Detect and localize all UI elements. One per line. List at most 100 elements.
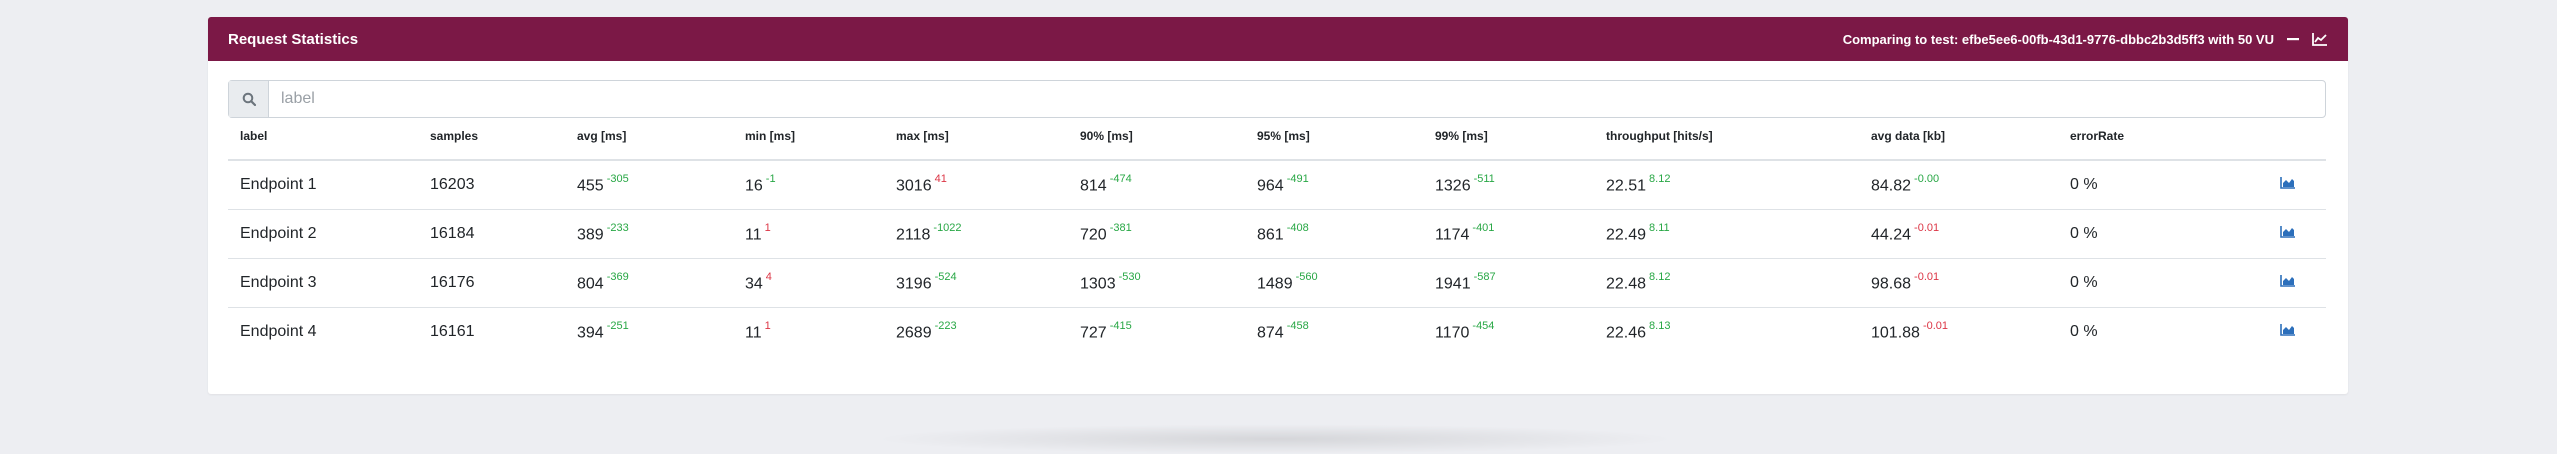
- cell-avg: 394 -251: [565, 308, 733, 357]
- diff-badge: -1022: [933, 221, 962, 234]
- column-header[interactable]: throughput [hits/s]: [1594, 129, 1859, 161]
- value: 1174: [1435, 226, 1470, 244]
- diff-badge: -251: [606, 319, 629, 332]
- diff-badge: -454: [1472, 319, 1495, 332]
- search-icon[interactable]: [229, 81, 269, 117]
- diff-badge: -491: [1286, 172, 1309, 185]
- cell-max: 2118 -1022: [884, 209, 1068, 259]
- cell-max: 3196 -524: [884, 258, 1068, 308]
- table-row: Endpoint 2 16184 389 -233 11 1 2118 -1022 7…: [228, 209, 2326, 259]
- area-chart-icon[interactable]: [2280, 323, 2296, 336]
- column-header[interactable]: avg [ms]: [565, 129, 733, 161]
- cell-min: 11 1: [733, 209, 884, 259]
- table-header-row: label samples avg [ms] min [ms] max [ms]…: [228, 129, 2326, 161]
- value: 2118: [896, 226, 931, 244]
- statistics-table: label samples avg [ms] min [ms] max [ms]…: [228, 129, 2326, 356]
- diff-badge: -530: [1118, 270, 1141, 283]
- area-chart-icon[interactable]: [2280, 225, 2296, 238]
- request-statistics-card: Request Statistics Comparing to test: ef…: [208, 17, 2348, 394]
- diff-badge: 1: [764, 319, 771, 332]
- column-header[interactable]: 95% [ms]: [1245, 129, 1423, 161]
- value: 1326: [1435, 177, 1471, 195]
- cell-p95: 861 -408: [1245, 209, 1423, 259]
- cell-p90: 814 -474: [1068, 160, 1245, 210]
- header-actions: Comparing to test: efbe5ee6-00fb-43d1-97…: [1843, 32, 2328, 47]
- cell-max: 3016 41: [884, 160, 1068, 210]
- comparing-text: Comparing to test: efbe5ee6-00fb-43d1-97…: [1842, 31, 2274, 47]
- value: 804: [577, 275, 604, 293]
- value: 964: [1257, 177, 1284, 195]
- cell-max: 2689 -223: [884, 308, 1068, 357]
- cell-graph: [2238, 209, 2326, 259]
- diff-badge: -401: [1472, 221, 1495, 234]
- value: 1489: [1257, 275, 1293, 293]
- value: 22.46: [1606, 324, 1647, 342]
- diff-badge: -587: [1473, 270, 1496, 283]
- diff-badge: -474: [1109, 172, 1132, 185]
- diff-badge: 8.13: [1649, 319, 1671, 332]
- column-header: [2238, 129, 2326, 161]
- diff-badge: -233: [606, 221, 629, 234]
- diff-badge: -524: [934, 270, 957, 283]
- table-row: Endpoint 4 16161 394 -251 11 1 2689 -223 72…: [228, 308, 2326, 357]
- area-chart-icon[interactable]: [2280, 274, 2296, 287]
- cell-throughput: 22.51 8.12: [1594, 160, 1859, 210]
- cell-label: Endpoint 3: [228, 258, 418, 308]
- cell-p95: 964 -491: [1245, 160, 1423, 210]
- diff-badge: -305: [606, 172, 629, 185]
- diff-badge: -415: [1109, 319, 1132, 332]
- line-chart-icon[interactable]: [2312, 32, 2328, 46]
- cell-min: 16 -1: [733, 160, 884, 210]
- column-header[interactable]: max [ms]: [884, 129, 1068, 161]
- value: 101.88: [1871, 324, 1920, 342]
- diff-badge: -369: [606, 270, 629, 283]
- column-header[interactable]: 90% [ms]: [1068, 129, 1245, 161]
- value: 22.51: [1606, 177, 1647, 195]
- cell-p95: 1489 -560: [1245, 258, 1423, 308]
- value: 1170: [1435, 324, 1470, 342]
- cell-samples: 16161: [430, 323, 475, 340]
- cell-p99: 1941 -587: [1423, 258, 1594, 308]
- table-row: Endpoint 3 16176 804 -369 34 4 3196 -524 13…: [228, 258, 2326, 308]
- value: 1303: [1080, 275, 1116, 293]
- diff-badge: -408: [1286, 221, 1309, 234]
- column-header[interactable]: samples: [418, 129, 565, 161]
- area-chart-icon[interactable]: [2280, 176, 2296, 189]
- cell-avg-data: 44.24 -0.01: [1859, 209, 2058, 259]
- value: 394: [577, 324, 604, 342]
- value: 98.68: [1871, 275, 1912, 293]
- column-header[interactable]: min [ms]: [733, 129, 884, 161]
- cell-throughput: 22.49 8.11: [1594, 209, 1859, 259]
- minus-icon[interactable]: [2286, 32, 2300, 46]
- value: 3016: [896, 177, 932, 195]
- cell-samples: 16176: [418, 258, 565, 308]
- diff-badge: -0.01: [1914, 270, 1940, 283]
- cell-p90: 720 -381: [1068, 209, 1245, 259]
- diff-badge: -511: [1473, 172, 1495, 185]
- column-header[interactable]: errorRate: [2058, 129, 2238, 161]
- cell-label: Endpoint 4: [240, 323, 317, 340]
- cell-p90: 727 -415: [1068, 308, 1245, 357]
- cell-throughput: 22.48 8.12: [1594, 258, 1859, 308]
- card-header: Request Statistics Comparing to test: ef…: [208, 17, 2348, 61]
- cell-avg-data: 101.88 -0.01: [1859, 308, 2058, 357]
- value: 44.24: [1871, 226, 1912, 244]
- cell-p95: 874 -458: [1245, 308, 1423, 357]
- cell-label: Endpoint 2: [228, 209, 418, 259]
- column-header[interactable]: label: [228, 129, 418, 161]
- column-header[interactable]: 99% [ms]: [1423, 129, 1594, 161]
- diff-badge: -560: [1295, 270, 1318, 283]
- search-input[interactable]: [269, 81, 2325, 117]
- cell-error-rate: 0 %: [2058, 258, 2238, 308]
- cell-throughput: 22.46 8.13: [1594, 308, 1859, 357]
- cell-label: Endpoint 1: [228, 160, 418, 210]
- diff-badge: -381: [1109, 221, 1132, 234]
- value: 11: [745, 324, 762, 342]
- column-header[interactable]: avg data [kb]: [1859, 129, 2058, 161]
- cell-min: 11 1: [733, 308, 884, 357]
- value: 34: [745, 275, 763, 293]
- value: 2689: [896, 324, 932, 342]
- diff-badge: -458: [1286, 319, 1309, 332]
- cell-error-rate: 0 %: [2058, 160, 2238, 210]
- diff-badge: 4: [765, 270, 772, 283]
